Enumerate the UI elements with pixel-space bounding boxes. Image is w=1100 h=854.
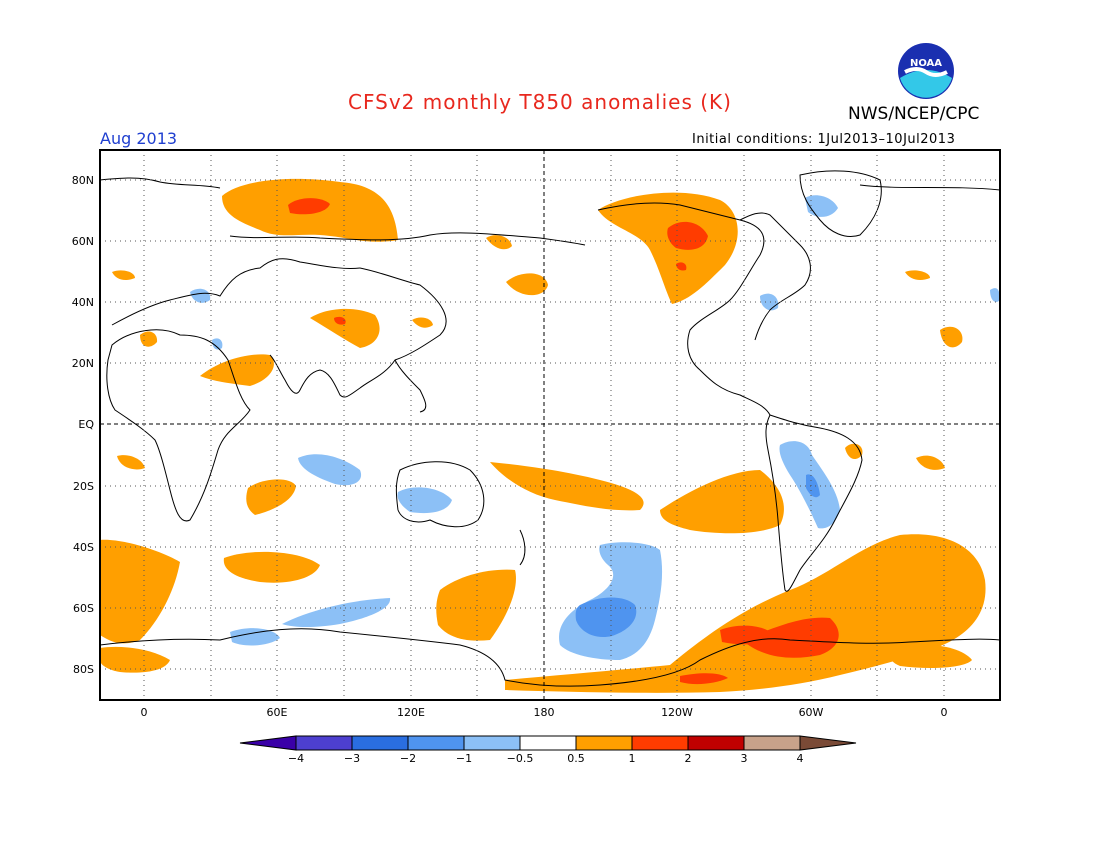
map-title: CFSv2 monthly T850 anomalies (K) [348,90,732,114]
colorbar-label: −0.5 [507,752,534,765]
map-frame [99,149,1001,701]
colorbar-label: −4 [288,752,304,765]
colorbar [239,735,857,751]
colorbar-cap-low [239,735,297,751]
colorbar-labels: −4 −3 −2 −1 −0.5 0.5 1 2 3 4 [288,752,804,765]
lat-label: 40S [73,541,94,554]
anomaly-shading [100,150,1000,700]
colorbar-label: 4 [797,752,804,765]
lat-label: 60N [72,235,94,248]
colorbar-label: 3 [741,752,748,765]
noaa-logo: NOAA [897,42,955,100]
lat-label: 80S [73,663,94,676]
lon-label: 120W [661,706,693,719]
lat-label: 20N [72,357,94,370]
lon-axis: 0 60E 120E 180 120W 60W 0 [141,706,948,719]
lat-label: 60S [73,602,94,615]
lon-label: 180 [534,706,555,719]
colorbar-bin [295,735,353,751]
lat-label: 40N [72,296,94,309]
agency-label: NWS/NCEP/CPC [848,104,980,124]
colorbar-bin [743,735,801,751]
colorbar-bin [575,735,633,751]
colorbar-bin [407,735,465,751]
colorbar-bin [687,735,745,751]
colorbar-label: 1 [629,752,636,765]
colorbar-label: 2 [685,752,692,765]
colorbar-bin [463,735,521,751]
lon-label: 0 [141,706,148,719]
colorbar-label: −3 [344,752,360,765]
lon-label: 60E [267,706,288,719]
valid-month: Aug 2013 [100,129,178,148]
colorbar-bin [631,735,689,751]
lat-axis: 80N 60N 40N 20N EQ 20S 40S 60S 80S [72,174,95,676]
colorbar-label: 0.5 [567,752,585,765]
lat-label: EQ [78,418,94,431]
colorbar-label: −2 [400,752,416,765]
colorbar-cap-high [799,735,857,751]
lon-label: 0 [941,706,948,719]
lat-label: 20S [73,480,94,493]
colorbar-label: −1 [456,752,472,765]
gridlines [100,150,1000,700]
colorbar-bin [351,735,409,751]
logo-text: NOAA [910,58,942,69]
lon-label: 60W [799,706,824,719]
initial-conditions: Initial conditions: 1Jul2013–10Jul2013 [692,132,956,147]
equator-dateline [100,150,1000,700]
lat-label: 80N [72,174,94,187]
colorbar-bin [519,735,577,751]
lon-label: 120E [397,706,425,719]
